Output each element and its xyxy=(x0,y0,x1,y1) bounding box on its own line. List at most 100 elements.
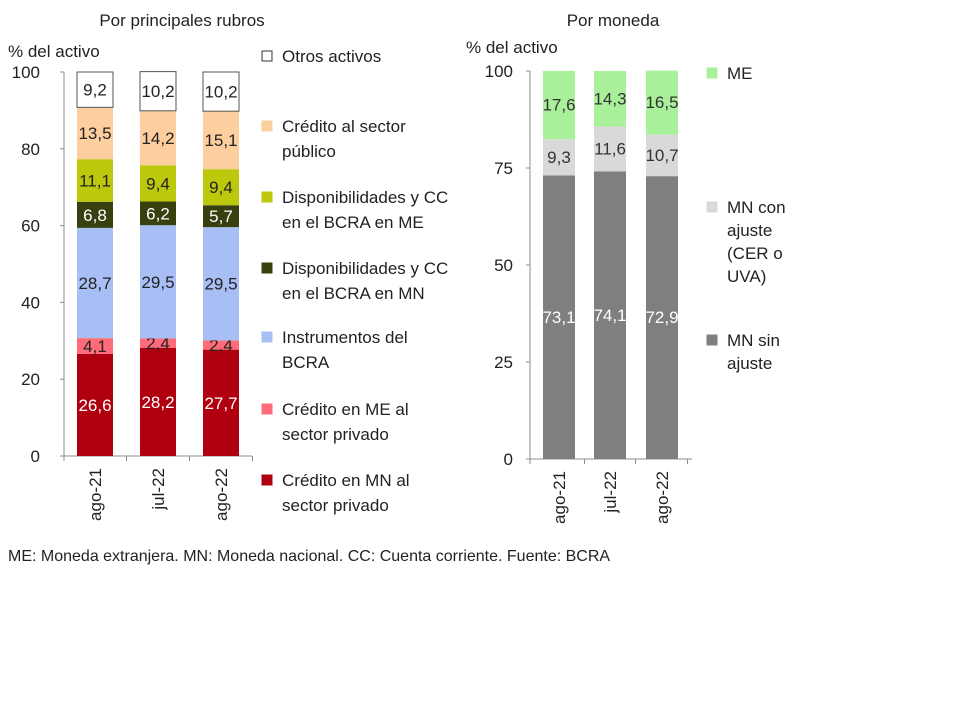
chart2-legend-text: (CER o xyxy=(727,244,783,263)
chart2-x-tick-label: jul-22 xyxy=(601,471,620,514)
chart1-title: Por principales rubros xyxy=(99,11,264,30)
chart2-title: Por moneda xyxy=(567,11,660,30)
chart1-bar-segment xyxy=(77,227,113,339)
chart1-bar-segment xyxy=(140,201,176,226)
chart1-legend-swatch xyxy=(261,262,273,274)
chart1-legend-text: Instrumentos del xyxy=(282,328,408,347)
chart1-legend-text: Crédito al sector xyxy=(282,117,406,136)
chart2-data-label: 16,5 xyxy=(645,93,678,112)
chart2-x-tick-label: ago-22 xyxy=(653,471,672,524)
chart1-data-label: 14,2 xyxy=(141,129,174,148)
chart1-data-label: 28,2 xyxy=(141,393,174,412)
chart1-data-label: 26,6 xyxy=(78,396,111,415)
chart2-data-label: 17,6 xyxy=(542,96,575,115)
chart2-bar-segment xyxy=(543,139,575,176)
chart2-bar-segment xyxy=(594,171,626,459)
chart2-data-label: 73,1 xyxy=(542,308,575,327)
chart1-bar-segment xyxy=(203,349,239,456)
chart1-data-label: 28,7 xyxy=(78,274,111,293)
chart1-x-tick-label: jul-22 xyxy=(149,468,168,511)
chart2-legend-swatch xyxy=(706,67,718,79)
chart1-legend-swatch xyxy=(261,120,273,132)
chart1-bar-segment xyxy=(140,338,176,348)
chart2-data-label: 10,7 xyxy=(645,146,678,165)
chart1-data-label: 29,5 xyxy=(141,273,174,292)
chart1-y-tick-label: 40 xyxy=(21,293,40,312)
chart2-data-label: 11,6 xyxy=(594,140,626,159)
chart1-legend-swatch xyxy=(261,191,273,203)
chart1-bar-segment xyxy=(203,227,239,341)
chart2-y-tick-label: 25 xyxy=(494,353,513,372)
chart1-legend-text: Disponibilidades y CC xyxy=(282,259,448,278)
chart1-bar-segment xyxy=(203,205,239,228)
chart1-data-label: 6,2 xyxy=(146,204,170,223)
chart1-bar-segment xyxy=(203,111,239,170)
chart1-bar-segment xyxy=(77,159,113,202)
chart1-y-tick-label: 80 xyxy=(21,140,40,159)
chart1-legend-swatch xyxy=(261,474,273,486)
chart2-y-tick-label: 0 xyxy=(504,450,513,469)
chart2-data-label: 14,3 xyxy=(593,89,626,108)
chart1-bar-segment xyxy=(77,353,113,456)
chart2-bar-segment xyxy=(594,71,626,127)
chart1-bar-segment xyxy=(77,107,113,160)
chart2-y-tick-label: 50 xyxy=(494,256,513,275)
chart2-data-label: 9,3 xyxy=(547,148,571,167)
chart2-bar-segment xyxy=(543,71,575,140)
chart1-data-label: 6,8 xyxy=(83,206,107,225)
chart2-legend-text: ajuste xyxy=(727,221,772,240)
chart1-bar-segment xyxy=(139,71,177,112)
chart2-bar-segment xyxy=(646,134,678,177)
chart1-bar-segment xyxy=(140,165,176,202)
chart1-bar-segment xyxy=(140,225,176,339)
chart1-legend-text: en el BCRA en ME xyxy=(282,213,424,232)
chart1-y-tick-label: 20 xyxy=(21,370,40,389)
chart1-legend-text: público xyxy=(282,142,336,161)
chart1-legend-text: en el BCRA en MN xyxy=(282,284,425,303)
chart1-data-label: 29,5 xyxy=(204,275,237,294)
chart1-legend-swatch xyxy=(261,403,273,415)
chart1-x-tick-label: ago-22 xyxy=(212,468,231,521)
chart2-legend-text: ajuste xyxy=(727,354,772,373)
chart1-legend-text: Otros activos xyxy=(282,47,381,66)
chart1-bar-segment xyxy=(140,347,176,456)
chart1-bar-segment xyxy=(203,340,239,350)
chart2-y-tick-label: 75 xyxy=(494,159,513,178)
chart2-legend-text: UVA) xyxy=(727,267,766,286)
chart1-data-label: 9,2 xyxy=(83,81,107,100)
chart2-data-label: 74,1 xyxy=(593,306,626,325)
chart2-legend-swatch xyxy=(706,201,718,213)
chart1-data-label: 5,7 xyxy=(209,207,233,226)
chart1-legend-text: Crédito en ME al xyxy=(282,400,409,419)
chart1-bar-segment xyxy=(77,338,113,354)
chart2-bar-segment xyxy=(646,176,678,459)
chart1-legend-text: sector privado xyxy=(282,425,389,444)
chart1-legend-text: sector privado xyxy=(282,496,389,515)
chart1-legend-text: Crédito en MN al xyxy=(282,471,410,490)
chart1-legend-text: Disponibilidades y CC xyxy=(282,188,448,207)
chart1-data-label: 4,1 xyxy=(83,337,107,356)
chart1-bar-segment xyxy=(76,71,114,108)
chart1-data-label: 2,4 xyxy=(209,336,233,355)
chart1-data-label: 27,7 xyxy=(204,394,237,413)
chart1-legend-text: BCRA xyxy=(282,353,330,372)
chart1-data-label: 2,4 xyxy=(146,334,170,353)
chart1-data-label: 10,2 xyxy=(204,83,237,102)
chart1-data-label: 10,2 xyxy=(141,82,174,101)
chart2-bar-segment xyxy=(594,126,626,172)
chart2-legend-text: ME xyxy=(727,64,753,83)
chart1-y-tick-label: 100 xyxy=(12,63,40,82)
chart1-bar-segment xyxy=(203,169,239,206)
chart1-legend-swatch xyxy=(261,331,273,343)
chart1-legend-swatch xyxy=(261,50,273,62)
chart1-data-label: 9,4 xyxy=(146,174,170,193)
chart2-bar-segment xyxy=(646,70,678,135)
chart2-y-tick-label: 100 xyxy=(485,62,513,81)
chart1-y-tick-label: 0 xyxy=(31,447,40,466)
chart1-data-label: 11,1 xyxy=(79,171,111,190)
chart2-data-label: 72,9 xyxy=(645,308,678,327)
chart1-x-tick-label: ago-21 xyxy=(86,468,105,521)
chart2-x-tick-label: ago-21 xyxy=(550,471,569,524)
chart2-legend-text: MN con xyxy=(727,198,786,217)
